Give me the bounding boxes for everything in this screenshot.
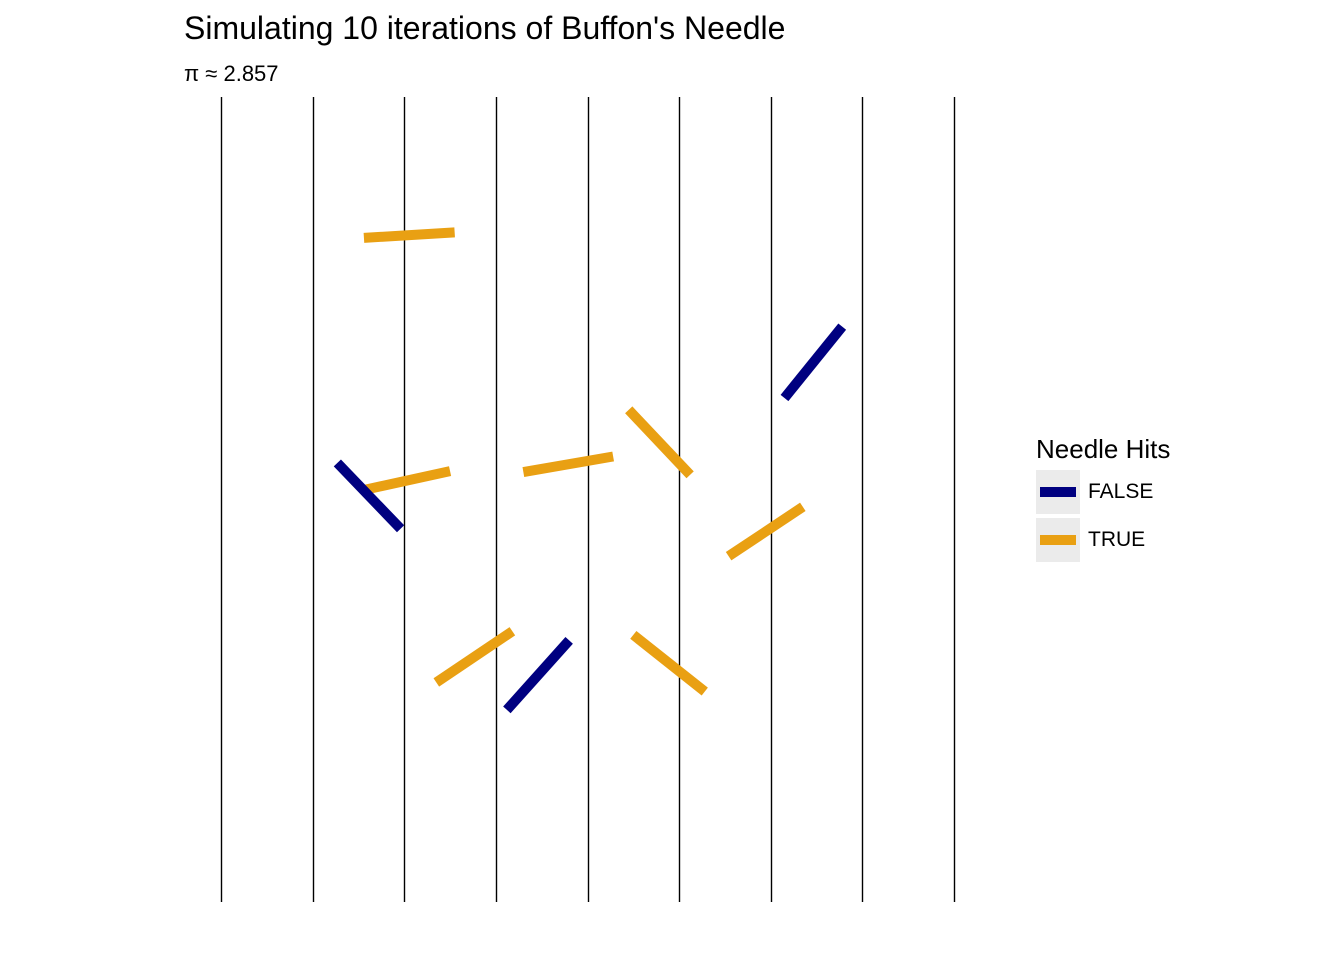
needle-9 xyxy=(503,637,573,714)
legend-title: Needle Hits xyxy=(1036,434,1171,464)
parallel-lines xyxy=(220,97,956,902)
legend-label-false: FALSE xyxy=(1088,480,1154,503)
chart-subtitle: π ≈ 2.857 xyxy=(184,61,279,86)
legend-label-true: TRUE xyxy=(1088,528,1146,551)
legend-item-true: TRUE xyxy=(1036,518,1170,564)
legend-key xyxy=(1036,518,1080,562)
legend-item-false: FALSE xyxy=(1036,470,1170,516)
needles xyxy=(333,227,847,714)
needle-5 xyxy=(361,466,452,496)
needle-2 xyxy=(780,323,847,402)
legend-key xyxy=(1036,470,1080,514)
needle-4 xyxy=(522,451,615,477)
legend-swatch-true xyxy=(1040,535,1076,545)
legend-swatch-false xyxy=(1040,487,1076,497)
needle-1 xyxy=(363,227,455,243)
needle-7 xyxy=(725,502,806,561)
needle-8 xyxy=(433,627,516,687)
needle-6 xyxy=(333,459,405,533)
legend: Needle Hits FALSE TRUE xyxy=(1036,432,1170,564)
chart-title: Simulating 10 iterations of Buffon's Nee… xyxy=(184,10,786,46)
needle-3 xyxy=(625,406,694,479)
needle-10 xyxy=(630,630,708,696)
